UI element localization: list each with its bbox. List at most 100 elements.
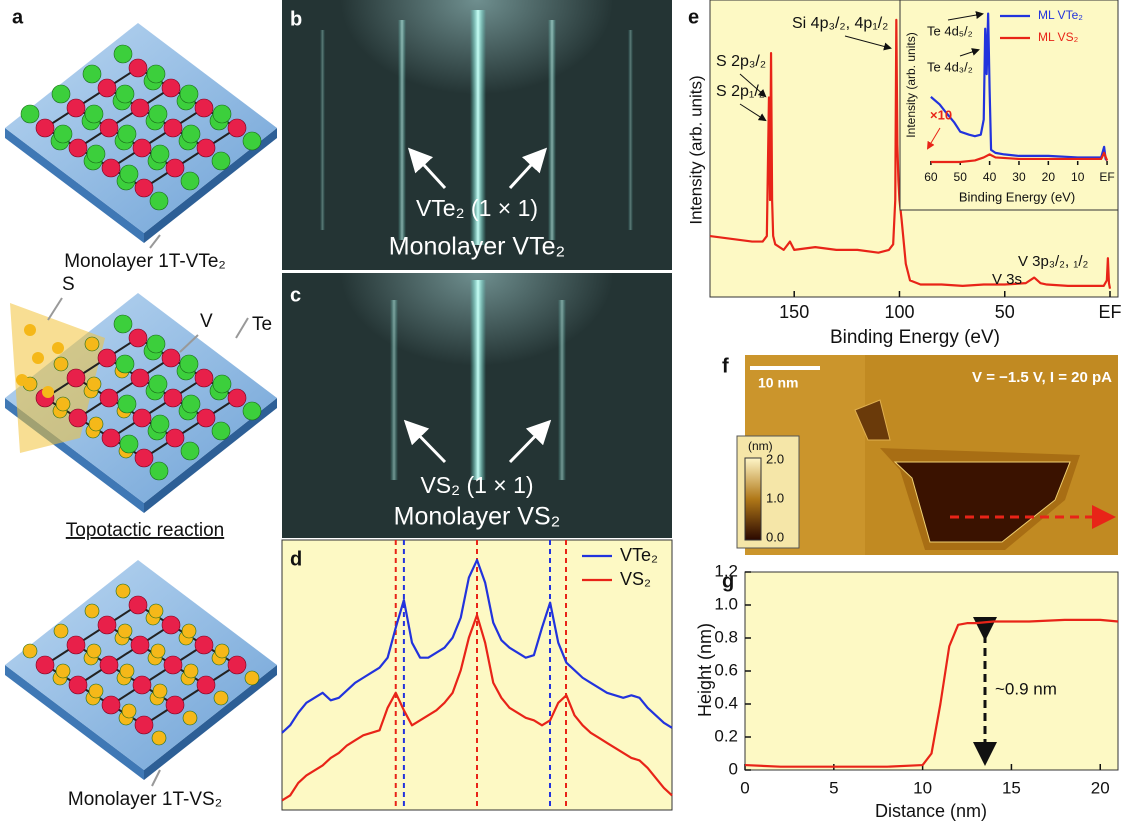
y-axis-label: Height (nm) xyxy=(695,623,715,717)
figure: a Monolayer 1T-VTe₂ S V Te Topotactic re… xyxy=(0,0,1126,824)
chalcogen xyxy=(180,85,198,103)
x-tick-label: 20 xyxy=(1042,170,1056,184)
x-tick-label: 50 xyxy=(995,302,1015,322)
x-tick-label: 50 xyxy=(954,170,968,184)
annotation: VTe₂ (1 × 1) xyxy=(416,195,538,221)
sulfur xyxy=(32,352,44,364)
chalcogen xyxy=(118,125,136,143)
vanadium xyxy=(131,636,149,654)
y-tick-label: 1.2 xyxy=(714,561,738,580)
chalcogen xyxy=(245,671,259,685)
x-tick-label: EF xyxy=(1098,302,1121,322)
x-tick-label: 15 xyxy=(1002,778,1021,797)
lattice-schematics xyxy=(5,23,277,780)
streak xyxy=(390,300,398,480)
chalcogen xyxy=(214,691,228,705)
colorbar xyxy=(745,458,761,540)
chalcogen xyxy=(120,664,134,678)
streak xyxy=(398,20,406,240)
vanadium xyxy=(129,59,147,77)
annotation: S 2p₃/₂ xyxy=(716,53,766,70)
vanadium xyxy=(197,409,215,427)
streak xyxy=(548,20,556,240)
chalcogen xyxy=(89,684,103,698)
sulfur xyxy=(24,324,36,336)
chalcogen xyxy=(114,45,132,63)
chalcogen xyxy=(151,145,169,163)
vanadium xyxy=(69,139,87,157)
vanadium xyxy=(129,596,147,614)
chalcogen xyxy=(180,355,198,373)
chalcogen xyxy=(87,644,101,658)
panel-label: a xyxy=(12,6,24,28)
chalcogen xyxy=(215,644,229,658)
label: Monolayer 1T-VS₂ xyxy=(68,789,222,810)
vanadium xyxy=(228,656,246,674)
chalcogen xyxy=(243,132,261,150)
vanadium xyxy=(102,429,120,447)
sulfur xyxy=(16,374,28,386)
vanadium xyxy=(67,99,85,117)
annotation: ×10 xyxy=(930,107,952,122)
panel-label: d xyxy=(290,548,302,570)
chalcogen xyxy=(212,152,230,170)
vanadium xyxy=(131,369,149,387)
annotation: VS₂ (1 × 1) xyxy=(420,472,533,498)
vanadium xyxy=(228,119,246,137)
chalcogen xyxy=(114,315,132,333)
x-tick-label: 5 xyxy=(829,778,838,797)
legend-label: VS₂ xyxy=(620,569,651,589)
annotation: V 3s xyxy=(992,271,1022,288)
vanadium xyxy=(36,119,54,137)
chalcogen xyxy=(183,711,197,725)
x-tick-label: 10 xyxy=(913,778,932,797)
chalcogen xyxy=(85,604,99,618)
vanadium xyxy=(195,369,213,387)
chalcogen xyxy=(181,172,199,190)
chalcogen xyxy=(118,395,136,413)
chalcogen xyxy=(182,125,200,143)
x-axis-label: Binding Energy (eV) xyxy=(830,327,1000,348)
chalcogen xyxy=(152,731,166,745)
chalcogen xyxy=(149,604,163,618)
sulfur xyxy=(42,386,54,398)
chalcogen xyxy=(54,357,68,371)
vanadium xyxy=(197,139,215,157)
panel-label: f xyxy=(722,355,729,377)
chalcogen xyxy=(87,377,101,391)
chalcogen xyxy=(85,337,99,351)
streak xyxy=(558,300,566,480)
legend-label: ML VTe₂ xyxy=(1038,8,1083,22)
streak xyxy=(320,30,325,230)
vanadium xyxy=(164,656,182,674)
sulfur xyxy=(52,342,64,354)
chalcogen xyxy=(243,402,261,420)
vanadium xyxy=(164,119,182,137)
chalcogen xyxy=(151,415,169,433)
y-tick-label: 0 xyxy=(729,759,738,778)
chalcogen xyxy=(21,105,39,123)
chalcogen xyxy=(54,125,72,143)
atom-label: Te xyxy=(252,314,272,335)
vanadium xyxy=(162,349,180,367)
chalcogen xyxy=(153,684,167,698)
vanadium xyxy=(228,389,246,407)
vanadium xyxy=(98,349,116,367)
label: Monolayer 1T-VTe₂ xyxy=(64,251,226,272)
vanadium xyxy=(133,676,151,694)
chalcogen xyxy=(150,192,168,210)
vanadium xyxy=(69,676,87,694)
annotation: V 3p₃/₂, ₁/₂ xyxy=(1018,253,1089,270)
x-tick-label: 60 xyxy=(924,170,938,184)
label: Topotactic reaction xyxy=(66,520,224,541)
leader xyxy=(236,318,248,338)
scale-bar-label: 10 nm xyxy=(758,375,798,391)
conditions: V = −1.5 V, I = 20 pA xyxy=(972,369,1112,386)
leader xyxy=(48,298,62,320)
chalcogen xyxy=(85,105,103,123)
chalcogen xyxy=(147,65,165,83)
legend-label: VTe₂ xyxy=(620,545,658,565)
vanadium xyxy=(67,636,85,654)
y-tick-label: 0.4 xyxy=(714,693,738,712)
chalcogen xyxy=(147,335,165,353)
